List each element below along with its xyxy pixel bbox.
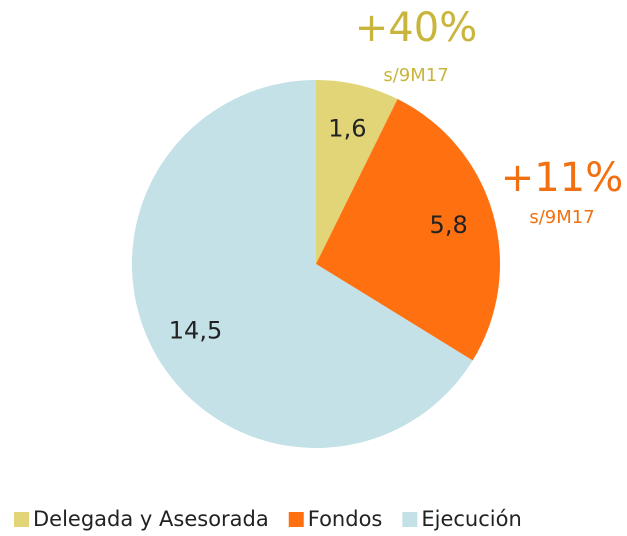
pie-slice bbox=[316, 99, 501, 361]
legend-swatch bbox=[14, 512, 29, 527]
annotation-subtext: s/9M17 bbox=[529, 207, 594, 228]
pie: 1,6 5,8 14,5 bbox=[132, 80, 501, 449]
annotation: +40% bbox=[355, 5, 477, 51]
data-label: 1,6 bbox=[328, 115, 366, 143]
legend: Delegada y Asesorada Fondos Ejecución bbox=[14, 507, 522, 531]
data-label: 5,8 bbox=[430, 211, 468, 239]
pie-slice bbox=[132, 80, 473, 449]
legend-swatch bbox=[288, 512, 304, 527]
annotation: +11% bbox=[501, 155, 623, 201]
data-label: 14,5 bbox=[169, 316, 222, 344]
legend-swatch bbox=[402, 512, 418, 527]
legend-label: Fondos bbox=[308, 507, 383, 531]
pie-slice bbox=[316, 80, 398, 264]
annotation-subtext: s/9M17 bbox=[383, 65, 448, 86]
legend-label: Delegada y Asesorada bbox=[33, 507, 269, 531]
legend-label: Ejecución bbox=[421, 507, 521, 531]
